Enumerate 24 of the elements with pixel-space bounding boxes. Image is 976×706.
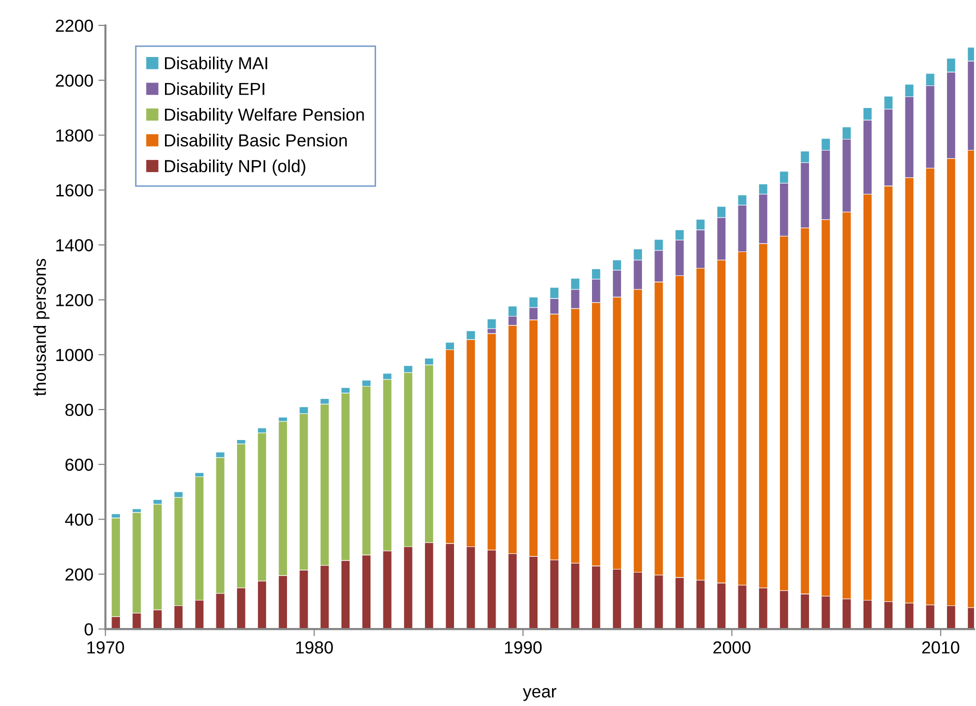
legend-label: Disability MAI	[165, 56, 268, 73]
x-tick-label: 2010	[922, 641, 960, 654]
y-tick-label: 1000	[56, 348, 93, 362]
legend-label: Disability Basic Pension	[165, 134, 347, 150]
x-tick-label: 2000	[713, 641, 750, 654]
y-tick-label: 1200	[56, 294, 93, 306]
x-tick-label: 1970	[87, 641, 124, 654]
y-tick-label: 600	[66, 458, 93, 471]
legend-label: Disability NPI (old)	[165, 160, 306, 176]
x-tick-label: 1980	[296, 641, 333, 654]
y-axis-title: thousand persons	[33, 258, 50, 396]
y-tick-label: 200	[66, 568, 93, 581]
y-tick-label: 1400	[56, 239, 93, 252]
y-tick-label: 2000	[56, 74, 93, 87]
y-tick-label: 2200	[56, 20, 93, 32]
y-tick-label: 400	[65, 513, 93, 526]
y-tick-label: 800	[65, 404, 93, 416]
y-tick-label: 0	[84, 623, 93, 636]
y-tick-label: 1600	[56, 184, 93, 197]
x-axis-title: year	[522, 688, 556, 701]
legend-label: Disability EPI	[165, 82, 264, 98]
y-tick-label: 1800	[56, 129, 93, 142]
x-tick-label: 1990	[505, 641, 542, 654]
legend-label: Disability Welfare Pension	[165, 108, 364, 124]
